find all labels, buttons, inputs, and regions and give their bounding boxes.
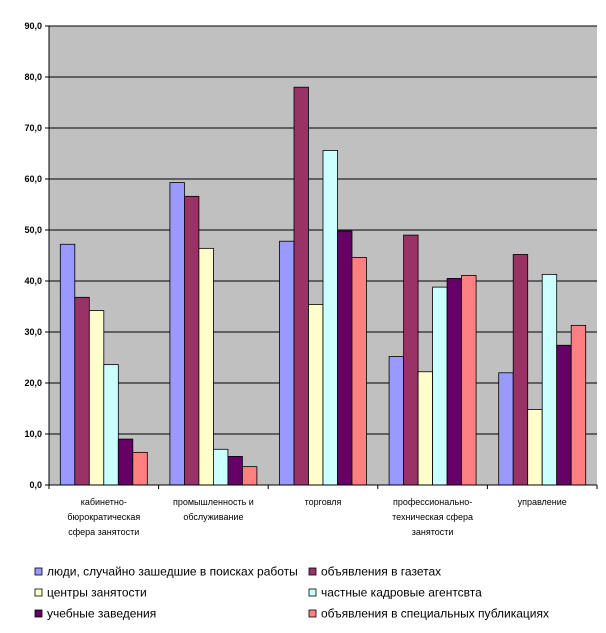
bar [241,466,258,486]
bar [527,409,543,486]
legend-label: объявления в газетах [321,565,441,579]
legend-swatch [308,567,317,576]
bar [308,304,324,486]
bar [59,243,76,486]
y-tick-label: 60,0 [24,174,42,184]
bar [132,451,148,486]
bar [88,310,105,486]
x-tick-label: профессионально-техническая сфера занятос… [392,497,473,537]
legend-item: люди, случайно зашедшие в поисках работы [34,565,298,579]
legend-label: частные кадровые агентсвта [321,586,482,600]
bar [351,257,367,486]
bar [198,247,214,486]
bar [337,230,353,486]
bar [446,278,463,486]
y-tick-label: 10,0 [24,429,42,439]
legend-label: люди, случайно зашедшие в поисках работы [47,565,298,579]
y-tick-label: 80,0 [24,72,42,82]
bar [279,240,295,486]
bar [403,234,419,486]
bar [541,273,558,486]
bar [432,286,448,486]
legend-swatch [308,588,317,597]
y-tick-label: 70,0 [24,123,42,133]
y-tick-label: 90,0 [24,21,42,31]
bar [388,356,405,486]
x-tick-label: торговля [305,497,342,507]
bar [169,182,185,486]
legend-label: центры занятости [47,586,147,600]
bar [512,254,529,486]
x-tick-label: промышленность и обслуживание [173,497,254,522]
x-tick-label: управление [518,497,567,507]
y-tick-label: 0,0 [29,480,42,490]
axes [45,25,598,489]
legend-swatch [34,609,43,618]
y-tick-label: 30,0 [24,327,42,337]
category-labels: кабинетно-бюрократическая сфера занятости… [67,497,567,537]
bar [293,86,309,486]
legend-swatch [34,588,43,597]
legend-item: центры занятости [34,586,147,600]
y-tick-label: 40,0 [24,276,42,286]
y-tick-label: 50,0 [24,225,42,235]
y-tick-labels: 0,0 10,0 20,0 30,0 40,0 50,0 60,0 70,0 80,0 90,0 [24,21,42,490]
bar [556,344,572,486]
bars [59,86,587,486]
bar [103,364,119,486]
bar [183,195,200,486]
bar [498,372,514,486]
bar [74,296,90,486]
legend-swatch [308,609,317,618]
legend: люди, случайно зашедшие в поисках работы… [34,565,549,621]
bar [570,324,587,486]
bar [461,274,477,486]
x-tick-label: кабинетно-бюрократическая сфера занятости [67,497,140,537]
legend-label: объявления в специальных публикациях [321,607,549,621]
legend-label: учебные заведения [47,607,156,621]
legend-item: учебные заведения [34,607,156,621]
bar [322,150,338,486]
legend-item: объявления в специальных публикациях [308,607,549,621]
bar [417,371,434,486]
legend-item: объявления в газетах [308,565,441,579]
legend-swatch [34,567,43,576]
bar [212,448,229,486]
bar [117,438,134,486]
legend-item: частные кадровые агентсвта [308,586,482,600]
bar [227,456,243,486]
y-tick-label: 20,0 [24,378,42,388]
